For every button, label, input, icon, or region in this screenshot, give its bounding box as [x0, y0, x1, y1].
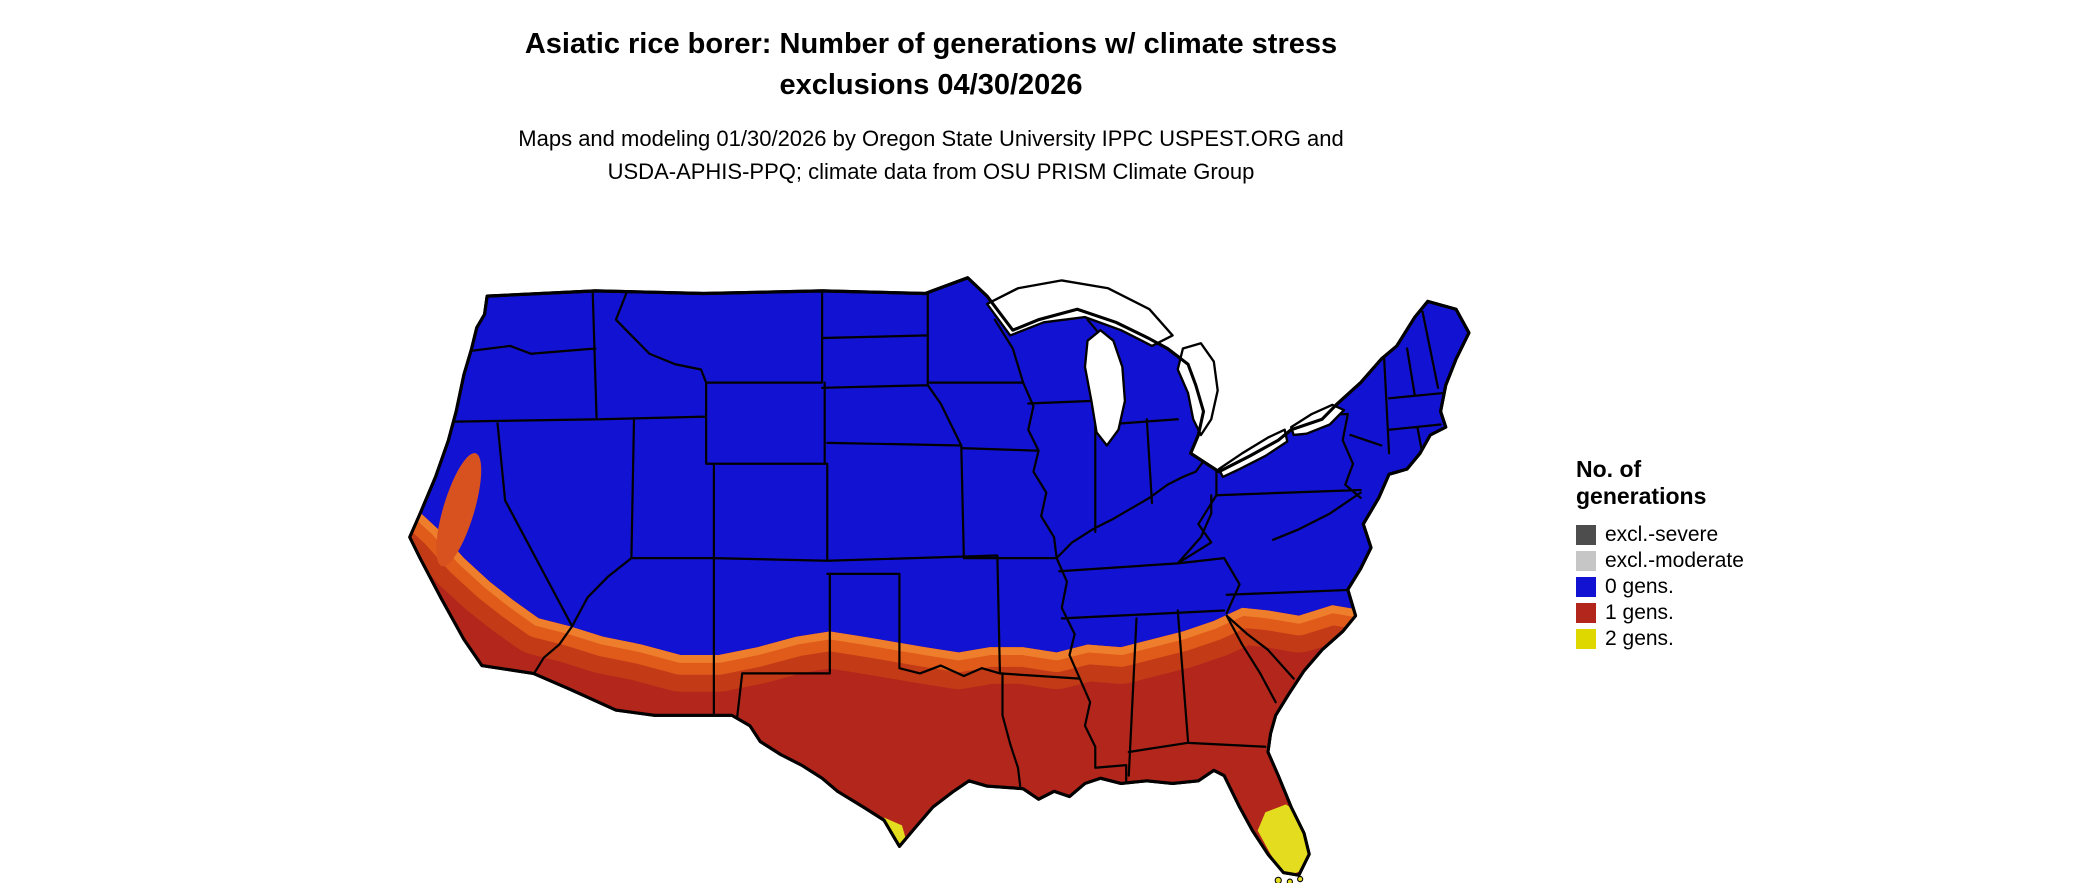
- legend-label-excl-moderate: excl.-moderate: [1605, 549, 1744, 572]
- legend-item-excl-moderate: excl.-moderate: [1576, 548, 1816, 574]
- map-header: Asiatic rice borer: Number of generation…: [0, 24, 1862, 188]
- legend-title: No. of generations: [1576, 456, 1816, 510]
- map-title-line2: exclusions 04/30/2026: [779, 69, 1083, 101]
- legend-swatch-excl-moderate: [1576, 551, 1596, 571]
- map-title: Asiatic rice borer: Number of generation…: [0, 24, 1862, 106]
- legend-label-1-gens: 1 gens.: [1605, 601, 1674, 624]
- legend-swatch-1-gens: [1576, 603, 1596, 623]
- us-outline: [408, 276, 1471, 877]
- legend-label-2-gens: 2 gens.: [1605, 627, 1674, 650]
- legend-label-0-gens: 0 gens.: [1605, 575, 1674, 598]
- lake-michigan: [1083, 329, 1127, 447]
- map-subtitle-line1: Maps and modeling 01/30/2026 by Oregon S…: [518, 126, 1344, 151]
- california-valley-patch: [436, 453, 482, 567]
- legend-title-line1: No. of: [1576, 456, 1642, 482]
- legend-item-excl-severe: excl.-severe: [1576, 522, 1816, 548]
- legend-swatch-0-gens: [1576, 577, 1596, 597]
- florida-keys: [1274, 875, 1304, 883]
- state-borders: [439, 279, 1445, 790]
- legend: No. of generations excl.-severe excl.-mo…: [1576, 456, 1816, 652]
- legend-item-2-gens: 2 gens.: [1576, 626, 1816, 652]
- map-subtitle-line2: USDA-APHIS-PPQ; climate data from OSU PR…: [607, 159, 1255, 184]
- map-subtitle: Maps and modeling 01/30/2026 by Oregon S…: [0, 122, 1862, 188]
- legend-swatch-excl-severe: [1576, 525, 1596, 545]
- legend-label-excl-severe: excl.-severe: [1605, 523, 1719, 546]
- map-title-line1: Asiatic rice borer: Number of generation…: [524, 28, 1338, 60]
- legend-title-line2: generations: [1576, 483, 1707, 509]
- us-generations-map: [408, 276, 1471, 883]
- legend-items: excl.-severe excl.-moderate 0 gens. 1 ge…: [1576, 522, 1816, 652]
- lake-superior: [985, 279, 1174, 348]
- legend-item-1-gens: 1 gens.: [1576, 600, 1816, 626]
- legend-item-0-gens: 0 gens.: [1576, 574, 1816, 600]
- legend-swatch-2-gens: [1576, 629, 1596, 649]
